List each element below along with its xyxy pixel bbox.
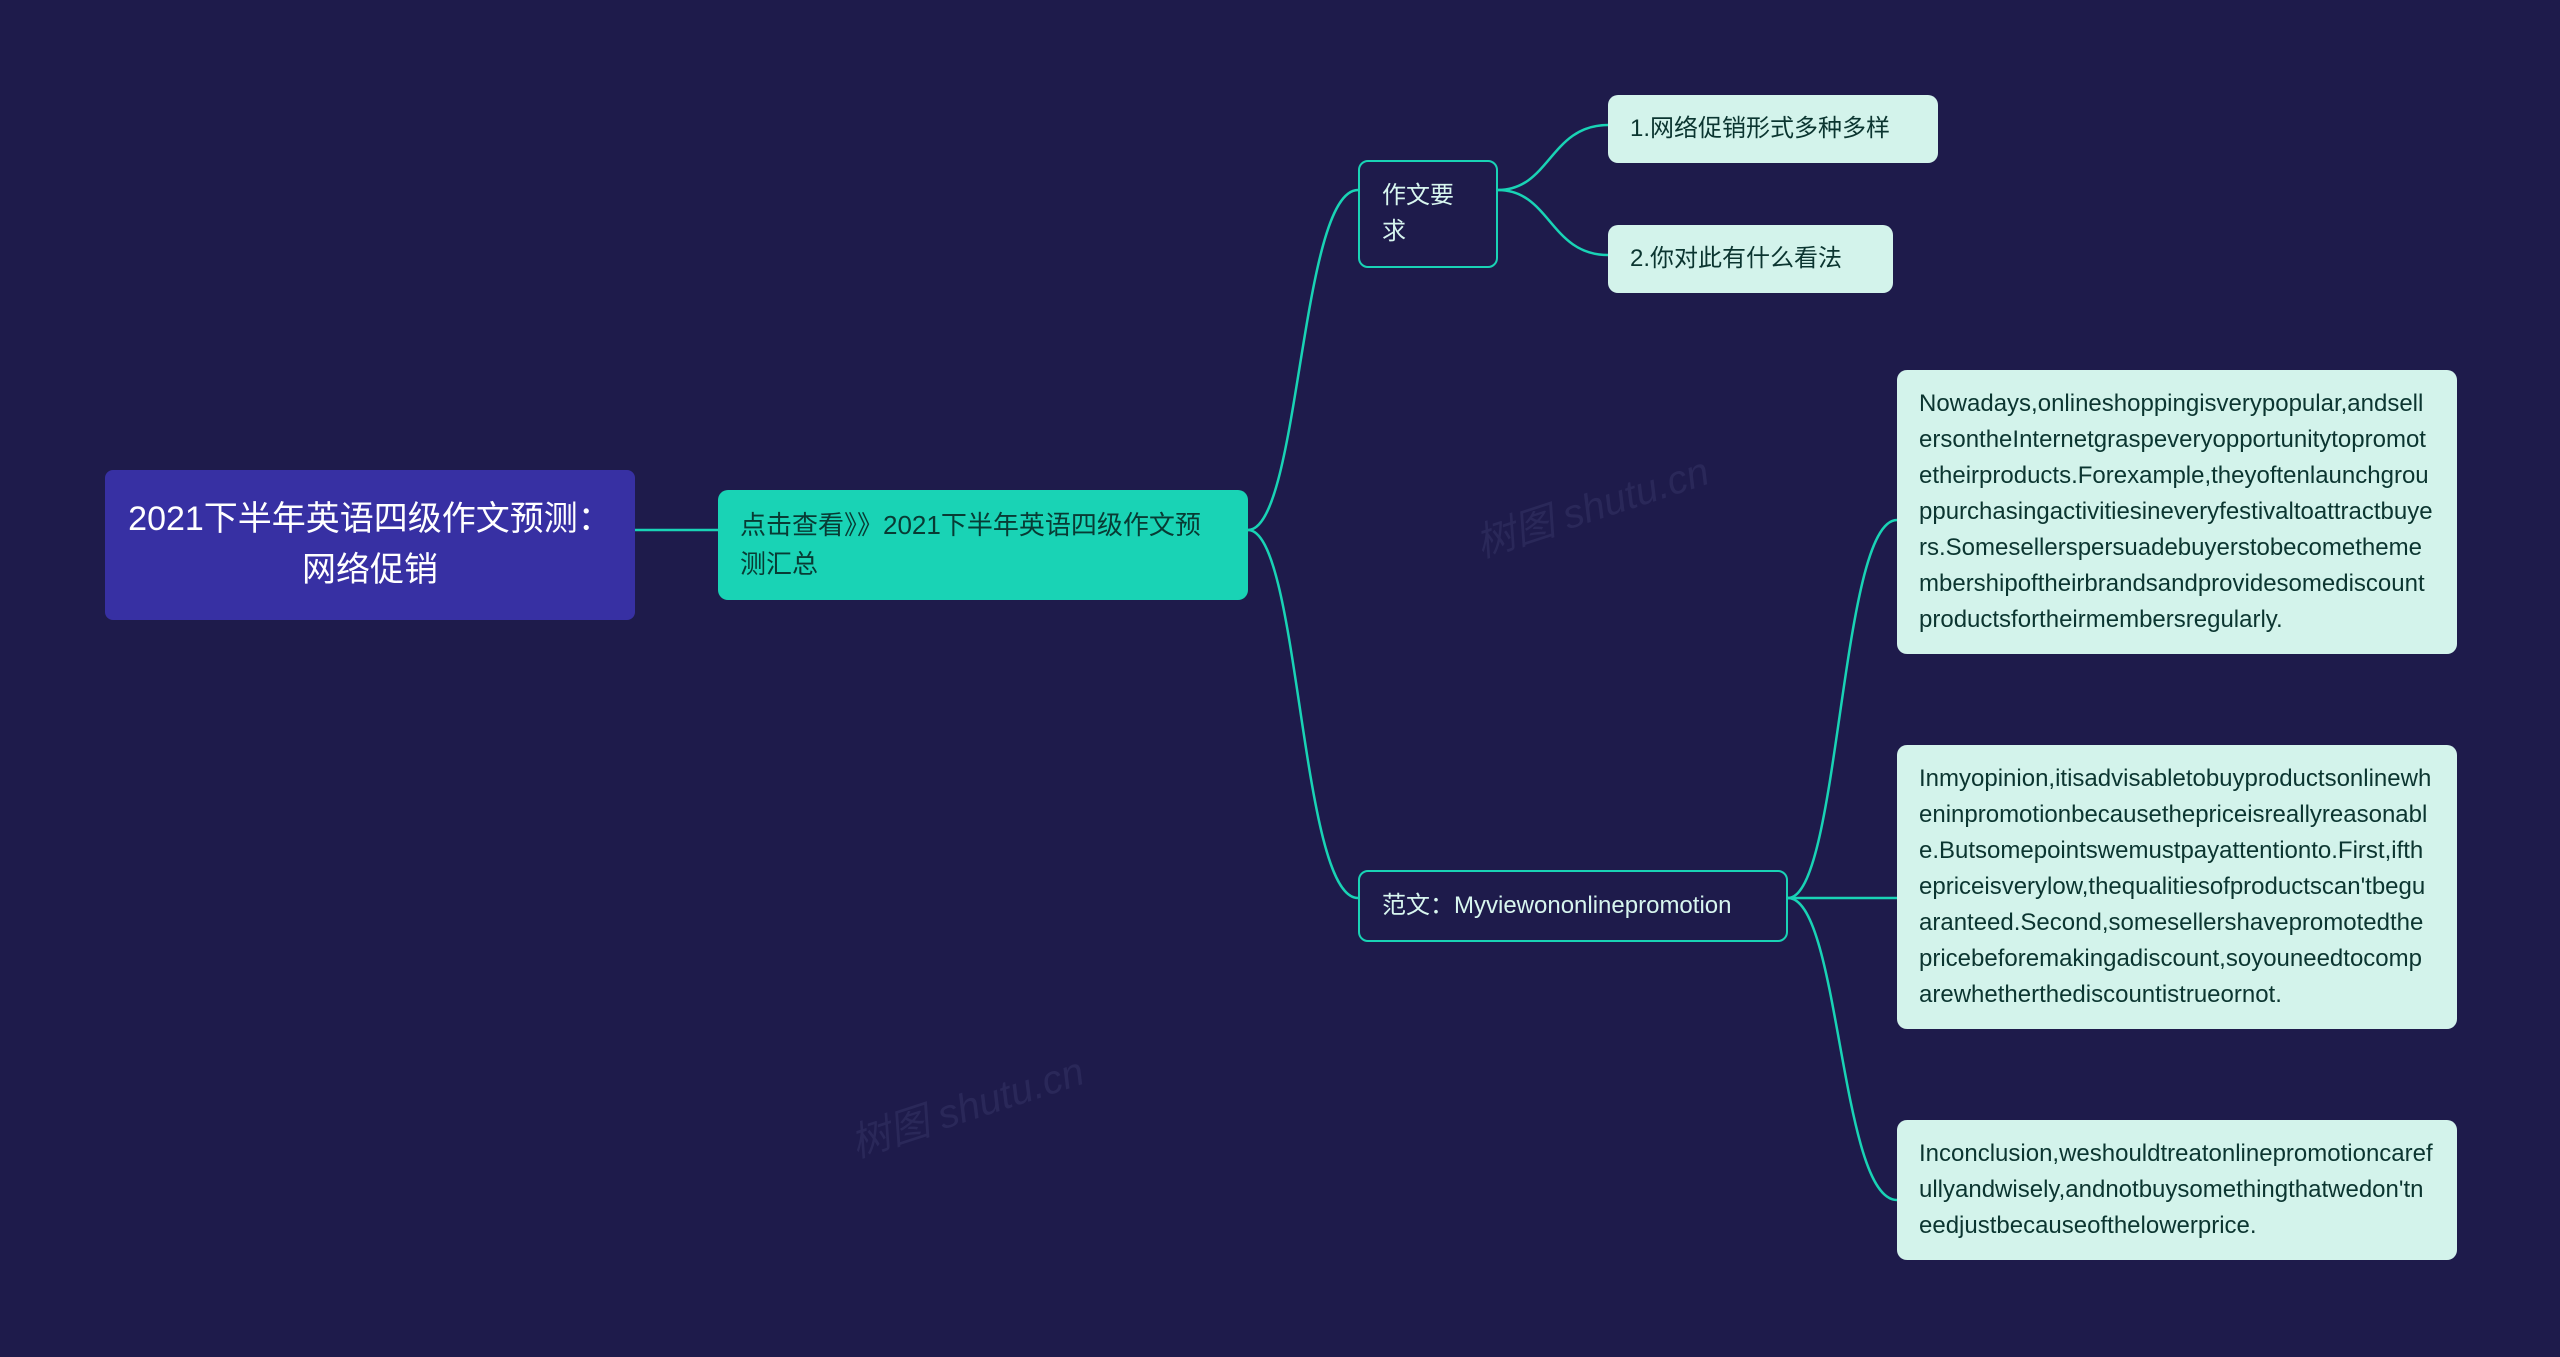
branch-label: 范文：Myviewononlinepromotion [1382, 892, 1731, 919]
leaf-label: Inmyopinion,itisadvisabletobuyproductson… [1919, 765, 2431, 1008]
connector [1788, 898, 1897, 1200]
connector [1788, 520, 1897, 898]
root-label: 2021下半年英语四级作文预测：网络促销 [128, 500, 612, 589]
leaf-label: Nowadays,onlineshoppingisverypopular,and… [1919, 390, 2433, 633]
connector [1248, 190, 1358, 530]
connector [1248, 530, 1358, 898]
branch-label: 作文要求 [1382, 182, 1454, 245]
connector [1498, 125, 1608, 190]
leaf-req1[interactable]: 1.网络促销形式多种多样 [1608, 95, 1938, 163]
leaf-paragraph-3[interactable]: Inconclusion,weshouldtreatonlinepromotio… [1897, 1120, 2457, 1260]
leaf-paragraph-2[interactable]: Inmyopinion,itisadvisabletobuyproductson… [1897, 745, 2457, 1029]
watermark: 树图 shutu.cn [842, 1039, 1090, 1169]
connector [1498, 190, 1608, 255]
root-node[interactable]: 2021下半年英语四级作文预测：网络促销 [105, 470, 635, 620]
branch-essay[interactable]: 范文：Myviewononlinepromotion [1358, 870, 1788, 942]
leaf-paragraph-1[interactable]: Nowadays,onlineshoppingisverypopular,and… [1897, 370, 2457, 654]
branch-requirements[interactable]: 作文要求 [1358, 160, 1498, 268]
leaf-label: 2.你对此有什么看法 [1630, 245, 1842, 272]
sub-node-link[interactable]: 点击查看》》2021下半年英语四级作文预测汇总 [718, 490, 1248, 600]
leaf-label: Inconclusion,weshouldtreatonlinepromotio… [1919, 1140, 2433, 1239]
leaf-label: 1.网络促销形式多种多样 [1630, 115, 1890, 142]
sub-label: 点击查看》》2021下半年英语四级作文预测汇总 [740, 510, 1201, 579]
leaf-req2[interactable]: 2.你对此有什么看法 [1608, 225, 1893, 293]
watermark: 树图 shutu.cn [1467, 439, 1715, 569]
